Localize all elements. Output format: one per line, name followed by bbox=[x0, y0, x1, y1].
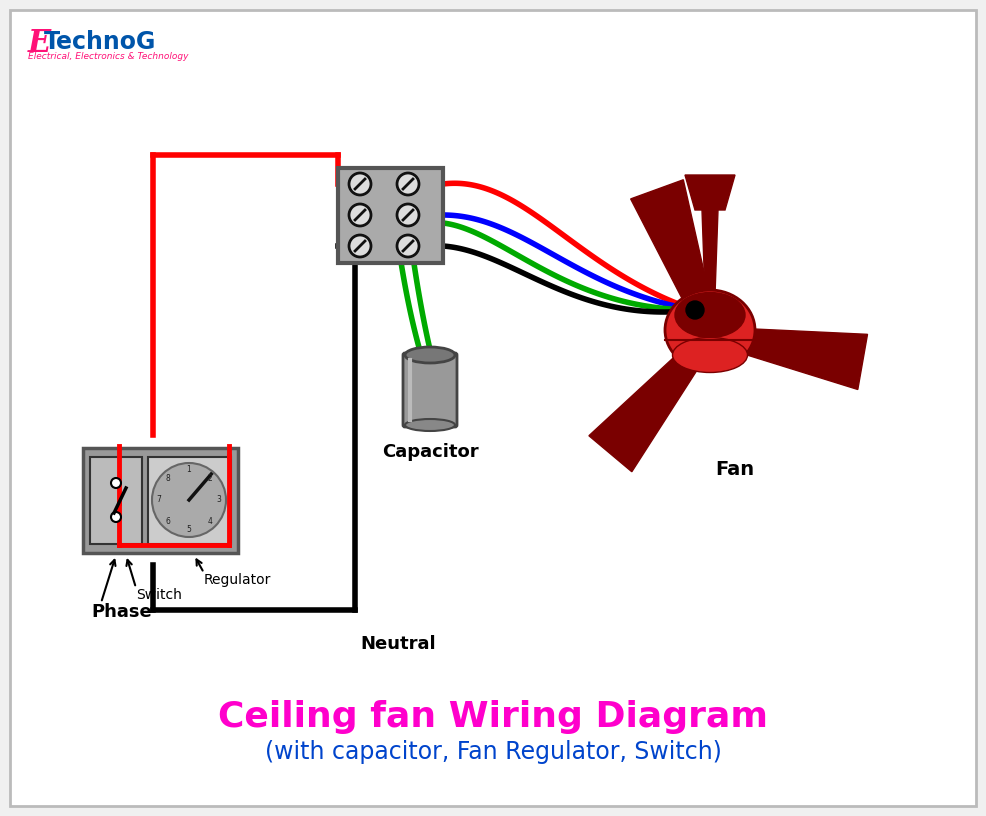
Text: Neutral: Neutral bbox=[360, 635, 436, 653]
Text: 2: 2 bbox=[208, 474, 213, 483]
FancyBboxPatch shape bbox=[403, 353, 457, 427]
Text: Electrical, Electronics & Technology: Electrical, Electronics & Technology bbox=[28, 52, 188, 61]
Ellipse shape bbox=[672, 338, 747, 372]
Text: 5: 5 bbox=[186, 526, 191, 534]
Circle shape bbox=[397, 173, 419, 195]
Text: Capacitor: Capacitor bbox=[382, 443, 478, 461]
Ellipse shape bbox=[675, 292, 745, 338]
Polygon shape bbox=[738, 328, 868, 389]
Text: 1: 1 bbox=[186, 465, 191, 474]
Polygon shape bbox=[685, 175, 735, 210]
Text: 3: 3 bbox=[217, 495, 222, 504]
Circle shape bbox=[349, 204, 371, 226]
Text: 8: 8 bbox=[166, 474, 171, 483]
Circle shape bbox=[349, 235, 371, 257]
Circle shape bbox=[349, 173, 371, 195]
Text: 4: 4 bbox=[208, 517, 213, 526]
Ellipse shape bbox=[405, 419, 455, 431]
Polygon shape bbox=[589, 350, 700, 472]
Text: Fan: Fan bbox=[716, 460, 754, 479]
Bar bbox=[83, 448, 238, 553]
Circle shape bbox=[397, 204, 419, 226]
Bar bbox=[148, 457, 231, 544]
Text: Regulator: Regulator bbox=[204, 573, 271, 587]
Ellipse shape bbox=[665, 290, 755, 370]
Polygon shape bbox=[702, 210, 718, 295]
Text: Switch: Switch bbox=[136, 588, 181, 602]
Circle shape bbox=[111, 478, 121, 488]
Text: Ceiling fan Wiring Diagram: Ceiling fan Wiring Diagram bbox=[218, 700, 768, 734]
Bar bbox=[338, 168, 443, 263]
Text: Phase: Phase bbox=[91, 603, 152, 621]
Text: TechnoG: TechnoG bbox=[44, 30, 157, 54]
Circle shape bbox=[397, 235, 419, 257]
Text: 7: 7 bbox=[157, 495, 162, 504]
Bar bbox=[90, 457, 142, 544]
Circle shape bbox=[152, 463, 226, 537]
Circle shape bbox=[111, 512, 121, 522]
Text: 6: 6 bbox=[166, 517, 171, 526]
Text: E: E bbox=[28, 28, 51, 59]
Circle shape bbox=[686, 301, 704, 319]
Text: (with capacitor, Fan Regulator, Switch): (with capacitor, Fan Regulator, Switch) bbox=[264, 740, 722, 764]
Polygon shape bbox=[631, 180, 711, 311]
Ellipse shape bbox=[405, 347, 455, 363]
